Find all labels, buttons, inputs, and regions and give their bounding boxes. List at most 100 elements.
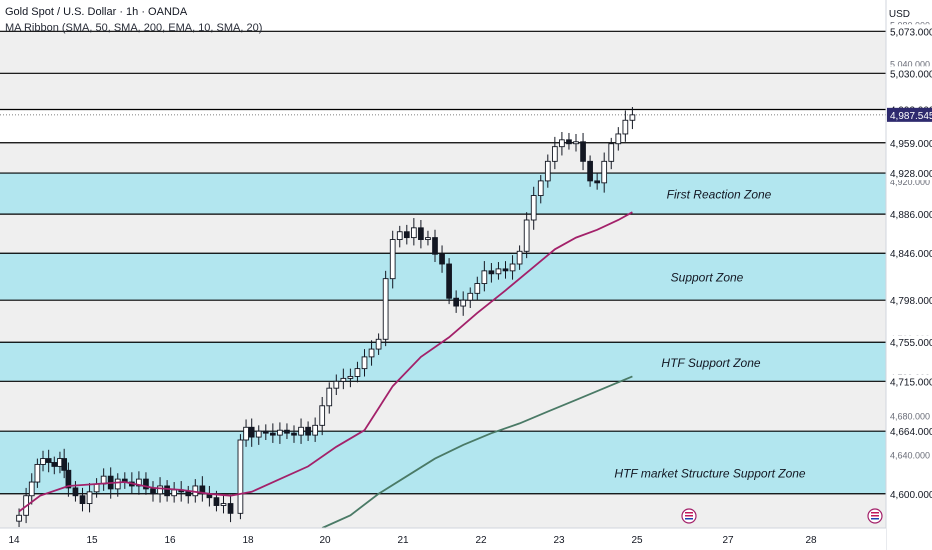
x-tick-label: 16	[164, 535, 176, 546]
indicator-legend: MA Ribbon (SMA, 50, SMA, 200, EMA, 10, S…	[5, 22, 263, 34]
y-tick-label: 4,680.000	[890, 412, 930, 422]
zone-label: Support Zone	[671, 271, 744, 285]
gray-band	[0, 381, 886, 432]
candle-body	[72, 487, 79, 497]
candle-body	[199, 485, 206, 495]
candle-body	[340, 377, 347, 382]
candle-body	[114, 478, 121, 490]
candle-body	[255, 430, 262, 438]
candle-body	[544, 160, 551, 182]
candle-body	[86, 491, 93, 505]
x-tick-label: 23	[553, 535, 565, 546]
candle-body	[347, 375, 354, 379]
x-tick-label: 15	[86, 535, 98, 546]
event-flag-stripe	[871, 518, 879, 520]
symbol-title: Gold Spot / U.S. Dollar · 1h · OANDA	[5, 6, 188, 18]
candle-body	[446, 263, 452, 299]
candle-body	[79, 495, 86, 505]
gray-band	[0, 300, 886, 343]
candle-body	[516, 250, 523, 265]
candle-body	[171, 489, 178, 497]
candle-body	[396, 231, 403, 241]
candle-body	[411, 227, 417, 239]
candle-body	[270, 432, 276, 436]
event-flag-stripe	[871, 515, 879, 517]
level-price-badge	[887, 24, 932, 39]
candle-body	[530, 195, 537, 221]
y-tick-label: 4,640.000	[890, 451, 930, 461]
level-price-label: 4,600.000	[890, 490, 932, 501]
candle-body	[136, 478, 142, 487]
y-tick-label: 4,920.000	[890, 177, 930, 187]
candle-body	[34, 463, 41, 483]
level-price-badge	[887, 424, 932, 439]
current-price-badge	[887, 107, 932, 122]
x-tick-label: 14	[8, 535, 20, 546]
moving-average-long-line	[321, 375, 633, 529]
level-price-badge	[887, 293, 932, 308]
currency-label: USD	[888, 9, 910, 20]
level-price-badge	[887, 66, 932, 81]
candle-body	[425, 237, 431, 241]
candle-body	[608, 143, 615, 162]
zone-area	[0, 342, 886, 382]
candle-body	[537, 180, 544, 197]
candle-body	[418, 227, 424, 241]
gray-band	[0, 214, 886, 254]
candle-body	[629, 114, 636, 121]
event-flag-stripe	[871, 512, 879, 514]
level-price-badge	[887, 335, 932, 350]
candle-body	[460, 299, 467, 307]
level-price-label: 4,846.000	[890, 249, 932, 260]
candle-body	[601, 160, 608, 184]
candle-body	[382, 278, 389, 340]
candle-body	[488, 270, 495, 275]
zone-label: HTF market Structure Support Zone	[614, 466, 806, 480]
candle-body	[594, 180, 601, 184]
candle-body	[375, 338, 382, 350]
level-price-badge	[887, 374, 932, 389]
candle-body	[354, 368, 361, 377]
candle-body	[284, 429, 290, 434]
level-price-badge	[887, 207, 932, 222]
candle-body	[467, 292, 474, 301]
candle-body	[319, 405, 326, 426]
candle-body	[51, 462, 58, 467]
level-price-badge	[887, 135, 932, 150]
level-price-badge	[887, 246, 932, 261]
level-price-label: 4,928.000	[890, 169, 932, 180]
candle-body	[552, 146, 558, 162]
candle-body	[403, 231, 410, 239]
candle-body	[432, 237, 438, 255]
x-tick-label: 21	[397, 535, 409, 546]
candle-body	[28, 481, 35, 497]
candle-body	[580, 141, 586, 162]
price-axis[interactable]	[886, 0, 932, 550]
candle-body	[305, 426, 311, 436]
candle-body	[474, 283, 481, 294]
candle-body	[361, 356, 368, 370]
candle-body	[439, 253, 445, 265]
candle-body	[368, 348, 375, 358]
candle-body	[213, 497, 220, 506]
y-tick-label: 5,040.000	[890, 60, 930, 70]
level-price-label: 4,798.000	[890, 296, 932, 307]
level-price-label: 4,886.000	[890, 210, 932, 221]
candle-body	[227, 503, 234, 514]
level-price-label: 4,959.000	[890, 139, 932, 150]
candle-body	[185, 491, 192, 497]
candle-body	[16, 514, 22, 522]
time-axis[interactable]	[0, 528, 886, 550]
candle-body	[573, 141, 579, 145]
gray-band	[0, 493, 886, 528]
candle-body	[291, 432, 297, 436]
x-tick-label: 18	[242, 535, 254, 546]
candle-body	[615, 133, 622, 145]
candle-body	[523, 219, 530, 252]
x-tick-label: 22	[475, 535, 487, 546]
gray-band	[0, 31, 886, 110]
current-price-value: 4,987.545	[890, 111, 932, 122]
candle-body	[248, 426, 255, 438]
